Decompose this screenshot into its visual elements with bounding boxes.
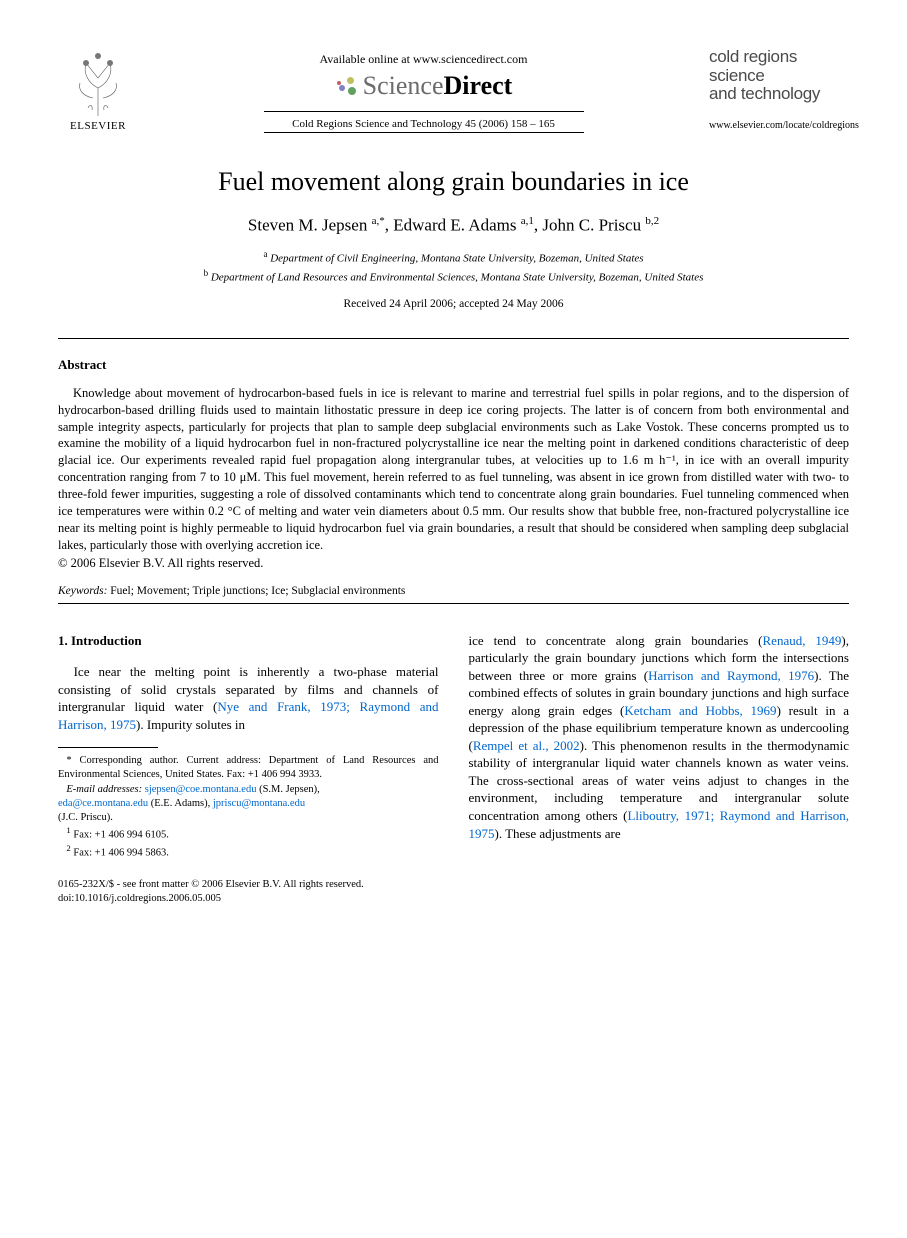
footnote-2: 2 Fax: +1 406 994 5863. — [58, 843, 439, 861]
sd-direct-text: Direct — [444, 71, 513, 100]
footnotes-block: * Corresponding author. Current address:… — [58, 754, 439, 860]
journal-logo-block: cold regions science and technology www.… — [709, 48, 849, 131]
body-columns: 1. Introduction Ice near the melting poi… — [58, 632, 849, 906]
elsevier-tree-icon — [68, 48, 128, 118]
journal-logo-l3: and technology — [709, 84, 820, 103]
email-link-3[interactable]: jpriscu@montana.edu — [213, 798, 305, 809]
intro-left-text-b: ). Impurity solutes in — [136, 717, 245, 732]
journal-logo-l2: science — [709, 66, 765, 85]
email-link-2[interactable]: eda@ce.montana.edu — [58, 798, 148, 809]
abstract-copyright: © 2006 Elsevier B.V. All rights reserved… — [58, 556, 849, 571]
journal-url: www.elsevier.com/locate/coldregions — [709, 120, 849, 131]
header-divider-bottom — [264, 132, 584, 133]
citation-link[interactable]: Harrison and Raymond, 1976 — [648, 668, 814, 683]
email-who-1: (S.M. Jepsen), — [256, 784, 319, 795]
keywords-list: Fuel; Movement; Triple junctions; Ice; S… — [107, 585, 405, 597]
abstract-body: Knowledge about movement of hydrocarbon-… — [58, 385, 849, 554]
author-2-aff: a,1 — [521, 215, 534, 227]
center-header: Available online at www.sciencedirect.co… — [138, 48, 709, 133]
journal-logo-l1: cold regions — [709, 47, 797, 66]
available-online-text: Available online at www.sciencedirect.co… — [138, 52, 709, 67]
article-dates: Received 24 April 2006; accepted 24 May … — [58, 298, 849, 310]
sciencedirect-logo: ScienceDirect — [138, 71, 709, 101]
fn1-text: Fax: +1 406 994 6105. — [71, 830, 169, 841]
author-1-name: Steven M. Jepsen — [248, 216, 372, 235]
author-2-name: , Edward E. Adams — [385, 216, 521, 235]
email-addresses: E-mail addresses: sjepsen@coe.montana.ed… — [58, 783, 439, 797]
intro-right-text-a: ice tend to concentrate along grain boun… — [469, 633, 763, 648]
email-who-2: (E.E. Adams), — [148, 798, 213, 809]
footer-line-2: doi:10.1016/j.coldregions.2006.05.005 — [58, 892, 439, 906]
page-root: ELSEVIER Available online at www.science… — [0, 0, 907, 936]
affiliation-a: a Department of Civil Engineering, Monta… — [58, 248, 849, 267]
author-3-name: , John C. Priscu — [534, 216, 645, 235]
intro-right-text-f: ). These adjustments are — [495, 826, 621, 841]
sd-dots-icon — [335, 75, 357, 97]
article-title: Fuel movement along grain boundaries in … — [58, 167, 849, 197]
intro-heading: 1. Introduction — [58, 632, 439, 650]
left-column: 1. Introduction Ice near the melting poi… — [58, 632, 439, 906]
journal-reference: Cold Regions Science and Technology 45 (… — [138, 118, 709, 130]
affiliation-b: b Department of Land Resources and Envir… — [58, 267, 849, 286]
footnote-1: 1 Fax: +1 406 994 6105. — [58, 825, 439, 843]
abstract-top-rule — [58, 338, 849, 339]
corresponding-author-note: * Corresponding author. Current address:… — [58, 754, 439, 782]
aff-b-text: Department of Land Resources and Environ… — [208, 271, 703, 283]
footer-line-1: 0165-232X/$ - see front matter © 2006 El… — [58, 878, 439, 892]
citation-link[interactable]: Renaud, 1949 — [763, 633, 842, 648]
abstract-heading: Abstract — [58, 357, 849, 373]
abstract-bottom-rule — [58, 603, 849, 604]
keywords-line: Keywords: Fuel; Movement; Triple junctio… — [58, 585, 849, 597]
sd-wordmark: ScienceDirect — [363, 71, 513, 101]
footnote-rule — [58, 747, 158, 748]
corr-text: Corresponding author. Current address: D… — [58, 755, 439, 780]
aff-a-text: Department of Civil Engineering, Montana… — [267, 252, 643, 264]
page-footer: 0165-232X/$ - see front matter © 2006 El… — [58, 878, 439, 905]
authors-line: Steven M. Jepsen a,*, Edward E. Adams a,… — [58, 215, 849, 236]
citation-link[interactable]: Rempel et al., 2002 — [473, 738, 580, 753]
right-column: ice tend to concentrate along grain boun… — [469, 632, 850, 906]
intro-left-para: Ice near the melting point is inherently… — [58, 663, 439, 733]
header-row: ELSEVIER Available online at www.science… — [58, 48, 849, 133]
affiliations: a Department of Civil Engineering, Monta… — [58, 248, 849, 286]
journal-logo-text: cold regions science and technology — [709, 48, 849, 104]
email-link-1[interactable]: sjepsen@coe.montana.edu — [142, 784, 256, 795]
keywords-label: Keywords: — [58, 585, 107, 597]
email-line-2: eda@ce.montana.edu (E.E. Adams), jpriscu… — [58, 797, 439, 811]
author-3-aff: b,2 — [645, 215, 659, 227]
fn2-text: Fax: +1 406 994 5863. — [71, 847, 169, 858]
publisher-logo-block: ELSEVIER — [58, 48, 138, 132]
sd-science-text: Science — [363, 71, 444, 100]
header-divider-top — [264, 111, 584, 112]
publisher-label: ELSEVIER — [58, 120, 138, 132]
email-label: E-mail addresses: — [66, 784, 142, 795]
email-who-3: (J.C. Priscu). — [58, 811, 439, 825]
citation-link[interactable]: Ketcham and Hobbs, 1969 — [624, 703, 776, 718]
intro-right-para: ice tend to concentrate along grain boun… — [469, 632, 850, 843]
